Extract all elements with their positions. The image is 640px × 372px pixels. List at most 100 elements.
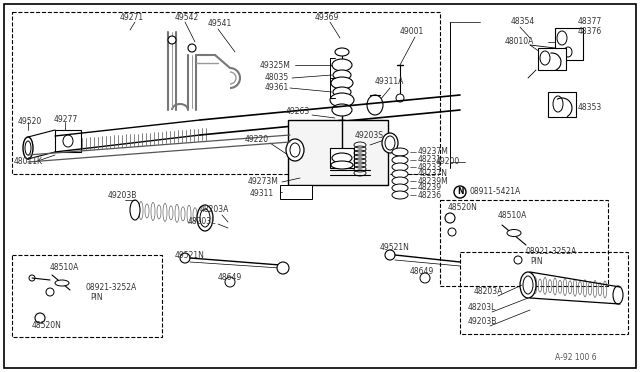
Ellipse shape <box>392 184 408 192</box>
Text: 48649: 48649 <box>410 267 435 276</box>
Ellipse shape <box>392 170 408 178</box>
Text: 48203L: 48203L <box>468 304 497 312</box>
Circle shape <box>454 186 466 198</box>
Text: 48377: 48377 <box>578 17 602 26</box>
Text: 49273M: 49273M <box>248 177 279 186</box>
Circle shape <box>385 250 395 260</box>
Ellipse shape <box>332 104 352 116</box>
Ellipse shape <box>331 77 353 89</box>
Circle shape <box>180 253 190 263</box>
Text: 48233: 48233 <box>418 163 442 171</box>
Text: PIN: PIN <box>530 257 543 266</box>
Ellipse shape <box>335 125 349 129</box>
Text: 48353: 48353 <box>578 103 602 112</box>
Text: 49311A: 49311A <box>375 77 404 87</box>
Text: 48011K: 48011K <box>14 157 43 167</box>
Ellipse shape <box>335 145 349 149</box>
Bar <box>55 130 81 152</box>
Ellipse shape <box>335 140 349 144</box>
Text: 49203B: 49203B <box>108 190 138 199</box>
Text: 49325M: 49325M <box>260 61 291 70</box>
Ellipse shape <box>385 136 395 150</box>
Ellipse shape <box>557 31 567 45</box>
Text: 49361: 49361 <box>265 83 289 93</box>
Ellipse shape <box>564 47 572 57</box>
Ellipse shape <box>335 120 349 124</box>
Ellipse shape <box>200 209 210 227</box>
Text: 48239: 48239 <box>418 183 442 192</box>
Text: 49237N: 49237N <box>418 170 448 179</box>
Ellipse shape <box>335 135 349 139</box>
Ellipse shape <box>392 156 408 164</box>
Text: 48035: 48035 <box>265 74 289 83</box>
Text: N: N <box>457 187 463 196</box>
Text: 49521N: 49521N <box>380 244 410 253</box>
Ellipse shape <box>392 148 408 156</box>
Ellipse shape <box>520 272 536 298</box>
Text: 48510A: 48510A <box>498 211 527 219</box>
Ellipse shape <box>63 135 73 147</box>
Ellipse shape <box>331 161 353 169</box>
Circle shape <box>420 273 430 283</box>
Ellipse shape <box>507 230 521 237</box>
Text: 49277: 49277 <box>54 115 78 125</box>
Ellipse shape <box>333 87 351 97</box>
Bar <box>538 48 566 70</box>
Text: 49203B: 49203B <box>468 317 497 327</box>
Text: 48203A: 48203A <box>474 288 504 296</box>
Bar <box>555 28 583 60</box>
Circle shape <box>46 288 54 296</box>
Circle shape <box>445 213 455 223</box>
Ellipse shape <box>286 139 304 161</box>
Text: 49203S: 49203S <box>355 131 384 140</box>
Text: 49001: 49001 <box>400 28 424 36</box>
Circle shape <box>225 277 235 287</box>
Circle shape <box>396 94 404 102</box>
Ellipse shape <box>613 286 623 304</box>
Circle shape <box>168 36 176 44</box>
Text: 49237M: 49237M <box>418 148 449 157</box>
Bar <box>12 12 440 174</box>
Ellipse shape <box>290 143 300 157</box>
Bar <box>280 185 312 199</box>
Text: 48376: 48376 <box>578 28 602 36</box>
Bar <box>12 255 162 337</box>
Ellipse shape <box>392 163 408 171</box>
Ellipse shape <box>523 276 533 294</box>
Text: 49220: 49220 <box>245 135 269 144</box>
Circle shape <box>35 313 45 323</box>
Text: 49520: 49520 <box>18 118 42 126</box>
Text: 49521N: 49521N <box>175 250 205 260</box>
Circle shape <box>29 275 35 281</box>
Text: 49541: 49541 <box>208 19 232 29</box>
Ellipse shape <box>332 153 352 163</box>
Text: 48649: 48649 <box>218 273 243 282</box>
Text: 48010A: 48010A <box>505 38 534 46</box>
Circle shape <box>277 262 289 274</box>
Ellipse shape <box>25 141 31 155</box>
Text: 48354: 48354 <box>511 17 535 26</box>
Text: 48510A: 48510A <box>50 263 79 273</box>
Ellipse shape <box>382 133 398 153</box>
Text: 08921-3252A: 08921-3252A <box>86 283 137 292</box>
Circle shape <box>448 228 456 236</box>
Text: A-92 100 6: A-92 100 6 <box>555 353 596 362</box>
Ellipse shape <box>197 205 213 231</box>
Text: 48239M: 48239M <box>418 176 449 186</box>
Text: 08921-3252A: 08921-3252A <box>526 247 577 257</box>
Circle shape <box>514 256 522 264</box>
Bar <box>288 120 388 185</box>
Ellipse shape <box>335 48 349 56</box>
Text: 48520N: 48520N <box>448 203 478 212</box>
Text: 48520N: 48520N <box>32 321 62 330</box>
Bar <box>548 92 576 117</box>
Text: 49200: 49200 <box>436 157 460 167</box>
Text: 49369: 49369 <box>315 13 339 22</box>
Ellipse shape <box>392 177 408 185</box>
Text: 48203L: 48203L <box>188 218 216 227</box>
Text: 08911-5421A: 08911-5421A <box>470 187 521 196</box>
Ellipse shape <box>392 191 408 199</box>
Bar <box>440 200 608 286</box>
Ellipse shape <box>332 59 352 71</box>
Bar <box>460 252 628 334</box>
